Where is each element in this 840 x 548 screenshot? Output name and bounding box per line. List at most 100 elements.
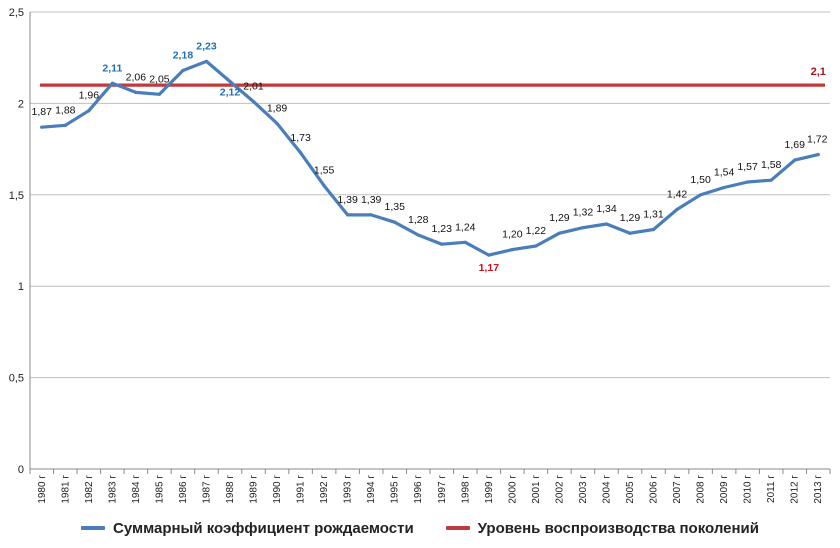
data-point: [440, 242, 444, 246]
data-label: 1,34: [596, 203, 617, 215]
data-point: [110, 81, 114, 85]
data-label: 2,01: [243, 81, 264, 93]
legend-item-fertility: Суммарный коэффициент рождаемости: [81, 520, 414, 537]
x-tick-label: 2009 г: [719, 475, 730, 504]
y-tick-label: 2,5: [9, 7, 24, 19]
data-point: [698, 193, 703, 197]
data-point: [604, 222, 609, 226]
data-label: 1,31: [643, 209, 664, 221]
y-tick-label: 2: [18, 98, 24, 110]
data-point: [816, 152, 820, 157]
data-label: 2,18: [173, 49, 194, 61]
x-tick-label: 2012 г: [790, 475, 801, 504]
data-label: 2,12: [220, 86, 241, 98]
data-label: 1,39: [337, 194, 358, 206]
data-point: [157, 92, 162, 96]
series: [40, 59, 825, 257]
x-tick-label: 2007 г: [672, 475, 683, 504]
x-tick-label: 1986 г: [178, 475, 189, 504]
data-point: [228, 79, 232, 84]
data-point: [40, 125, 44, 129]
data-point: [416, 233, 420, 237]
x-tick-label: 1980 г: [37, 475, 48, 504]
data-label: 2,06: [126, 71, 147, 83]
x-tick-label: 2001 г: [531, 475, 542, 504]
x-tick-label: 1998 г: [460, 475, 471, 504]
data-label: 1,35: [384, 201, 405, 213]
data-label: 1,42: [667, 188, 688, 200]
x-tick-label: 1985 г: [154, 475, 165, 504]
data-label: 2,11: [102, 62, 122, 74]
x-tick-label: 1994 г: [366, 475, 377, 504]
x-tick-label: 2003 г: [578, 475, 589, 504]
x-tick-label: 1996 г: [413, 475, 424, 504]
data-label: 1,29: [549, 212, 570, 224]
data-point: [87, 109, 91, 113]
data-label: 1,87: [32, 106, 53, 118]
data-point: [463, 240, 467, 244]
legend: Суммарный коэффициент рождаемости Уровен…: [0, 514, 840, 542]
x-tick-label: 2004 г: [601, 475, 612, 504]
data-label: 1,28: [408, 214, 429, 226]
data-label: 1,88: [55, 104, 76, 116]
data-label: 2,23: [196, 40, 217, 52]
y-tick-label: 1,5: [9, 190, 24, 202]
x-tick-label: 1990 г: [272, 475, 283, 504]
x-tick-label: 1987 г: [201, 475, 212, 504]
data-point: [581, 226, 585, 230]
data-point: [298, 151, 303, 155]
x-tick-label: 2008 г: [696, 475, 707, 504]
data-point: [322, 184, 326, 188]
data-label: 1,69: [784, 139, 805, 151]
data-label: 1,29: [620, 212, 641, 224]
data-point: [275, 121, 279, 126]
data-point: [722, 185, 726, 190]
x-tick-label: 2002 г: [554, 475, 565, 504]
legend-item-replacement: Уровень воспроизводства поколений: [445, 519, 759, 537]
data-label: 1,54: [714, 166, 735, 178]
data-point: [487, 253, 491, 257]
data-label: 1,89: [267, 103, 288, 115]
data-labels: 2,1 1,87 1,881,96 2,11 2,06 2,052,182,23 2,12 2…: [32, 40, 828, 274]
data-label: 1,96: [79, 90, 100, 102]
x-tick-label: 1995 г: [390, 475, 401, 504]
x-tick-label: 1991 г: [296, 475, 307, 504]
legend-swatch-fertility: [81, 526, 105, 530]
data-label: 1,57: [737, 161, 758, 173]
x-tick-label: 2011 г: [766, 475, 777, 503]
data-label: 1,20: [502, 229, 523, 241]
data-point: [769, 178, 773, 182]
legend-label-replacement: Уровень воспроизводства поколений: [477, 519, 759, 537]
axes: 0 0,5 1 1,5 2 2,5 1980 г 1981 г 1982 г 1983 г 1984…: [9, 7, 831, 504]
x-tick-label: 2010 г: [743, 475, 754, 504]
data-label: 1,17: [479, 262, 500, 274]
x-tick-label: 2013 г: [813, 475, 824, 504]
data-point: [369, 213, 373, 217]
data-point: [181, 68, 185, 73]
data-label: 1,23: [432, 223, 453, 235]
x-tick-label: 1988 г: [225, 475, 236, 504]
data-label: 1,73: [290, 132, 311, 144]
y-tick-label: 0,5: [9, 373, 24, 385]
legend-swatch-replacement: [445, 526, 470, 530]
line-chart: 0 0,5 1 1,5 2 2,5 1980 г 1981 г 1982 г 1983 г 1984…: [9, 7, 831, 504]
y-tick-label: 0: [18, 464, 24, 476]
legend-label-fertility: Суммарный коэффициент рождаемости: [113, 519, 414, 537]
data-label: 1,55: [314, 165, 335, 177]
data-point: [793, 158, 797, 162]
data-point: [746, 180, 750, 184]
data-point: [204, 59, 209, 63]
data-point: [510, 248, 514, 252]
data-point: [557, 231, 562, 235]
x-tick-label: 1999 г: [484, 475, 495, 504]
x-tick-label: 2000 г: [507, 475, 518, 504]
x-tick-label: 1982 г: [84, 475, 95, 504]
x-tick-label: 1992 г: [319, 475, 330, 504]
data-label: 1,32: [573, 207, 594, 219]
data-label: 1,24: [455, 221, 476, 233]
x-tick-label: 1989 г: [249, 475, 260, 504]
data-label: 1,22: [526, 225, 547, 237]
data-label: 2,05: [149, 73, 170, 85]
data-point: [134, 90, 138, 95]
